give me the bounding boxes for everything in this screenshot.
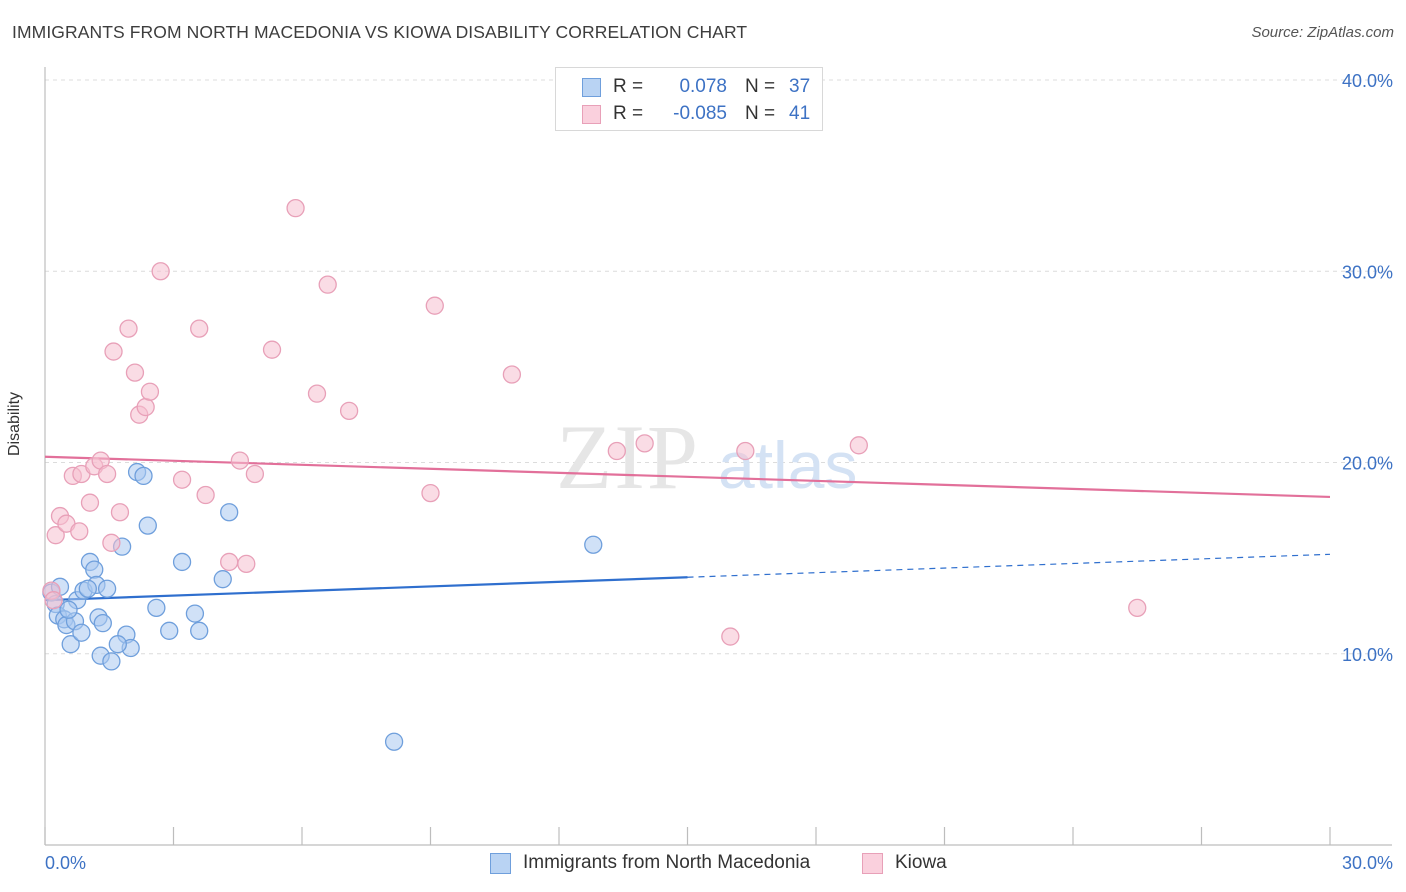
- legend-r-label: R =: [613, 103, 644, 124]
- grid-lines: [45, 79, 1392, 655]
- point-kiowa: [425, 296, 444, 315]
- point-macedonia: [93, 614, 112, 633]
- point-kiowa: [151, 262, 170, 281]
- point-kiowa: [849, 436, 868, 455]
- axes: [44, 67, 1392, 846]
- series-legend-kiowa: Kiowa: [862, 852, 947, 874]
- tick-labels: 10.0% 20.0% 30.0% 40.0% 0.0% 30.0%: [45, 71, 1393, 873]
- point-kiowa: [196, 485, 215, 505]
- point-kiowa: [46, 526, 65, 545]
- legend-r-label: R =: [613, 76, 644, 97]
- point-kiowa: [318, 275, 337, 294]
- point-macedonia: [59, 600, 78, 619]
- chart-title: IMMIGRANTS FROM NORTH MACEDONIA VS KIOWA…: [12, 22, 748, 42]
- y-tick-label: 10.0%: [1342, 645, 1393, 665]
- point-macedonia: [147, 598, 166, 617]
- point-macedonia: [138, 516, 157, 535]
- point-macedonia: [134, 466, 153, 486]
- series-swatch-pink: [862, 852, 883, 874]
- y-tick-label: 30.0%: [1342, 262, 1393, 282]
- point-kiowa: [44, 591, 63, 610]
- point-macedonia: [172, 552, 192, 572]
- point-kiowa: [110, 503, 130, 522]
- point-kiowa: [502, 365, 522, 384]
- point-kiowa: [286, 198, 305, 218]
- trend-lines: [44, 455, 1331, 602]
- point-kiowa: [70, 522, 89, 541]
- point-kiowa: [262, 340, 282, 359]
- point-macedonia: [97, 579, 117, 598]
- point-macedonia: [185, 604, 205, 623]
- legend-row-macedonia: R = 0.078 N = 37: [582, 75, 810, 99]
- point-kiowa: [230, 451, 250, 470]
- point-kiowa: [220, 552, 239, 572]
- point-kiowa: [339, 401, 359, 421]
- point-macedonia: [78, 579, 97, 598]
- y-tick-label: 40.0%: [1342, 71, 1393, 91]
- trend-line-kiowa: [44, 455, 1331, 499]
- point-kiowa: [97, 464, 117, 484]
- point-kiowa: [136, 397, 155, 417]
- legend-r-value: 0.078: [679, 76, 727, 97]
- correlation-legend: R = 0.078 N = 37 R = -0.085 N = 41: [555, 67, 823, 131]
- trend-line-macedonia-extension: [687, 553, 1331, 578]
- point-kiowa: [721, 627, 740, 646]
- y-tick-label: 20.0%: [1342, 454, 1393, 474]
- point-kiowa: [607, 441, 626, 461]
- point-kiowa: [102, 533, 121, 552]
- point-kiowa: [140, 382, 160, 401]
- legend-row-kiowa: R = -0.085 N = 41: [582, 102, 810, 126]
- point-kiowa: [635, 434, 654, 453]
- point-macedonia: [220, 503, 239, 522]
- point-kiowa: [307, 384, 327, 403]
- legend-r-value: -0.085: [673, 103, 727, 124]
- point-kiowa: [190, 319, 209, 338]
- point-macedonia: [213, 570, 232, 589]
- point-macedonia: [61, 635, 80, 654]
- legend-swatch-pink: [582, 104, 601, 124]
- point-kiowa: [736, 441, 755, 461]
- point-kiowa: [172, 470, 192, 489]
- legend-swatch-blue: [582, 77, 601, 97]
- point-macedonia: [102, 652, 121, 671]
- series-name: Immigrants from North Macedonia: [523, 852, 811, 873]
- series-swatch-blue: [490, 852, 511, 874]
- point-kiowa: [1128, 598, 1147, 617]
- point-kiowa: [421, 483, 440, 503]
- series-legend: Immigrants from North Macedonia Kiowa: [0, 852, 1406, 878]
- data-points: [42, 198, 1147, 751]
- point-macedonia: [384, 732, 404, 751]
- trend-line-macedonia: [44, 576, 688, 602]
- point-kiowa: [125, 363, 145, 382]
- point-kiowa: [237, 554, 256, 574]
- series-name: Kiowa: [895, 852, 947, 873]
- point-macedonia: [160, 621, 179, 640]
- point-kiowa: [119, 319, 138, 338]
- legend-n-value: 37: [789, 76, 811, 97]
- source-label: Source: ZipAtlas.com: [1251, 24, 1394, 41]
- legend-n-label: N =: [745, 76, 776, 97]
- point-kiowa: [80, 493, 100, 512]
- point-macedonia: [190, 621, 209, 640]
- x-tick-label: 0.0%: [45, 853, 86, 873]
- point-kiowa: [245, 464, 265, 484]
- point-macedonia: [85, 560, 104, 579]
- watermark: ZIP atlas: [556, 406, 857, 508]
- series-legend-macedonia: Immigrants from North Macedonia: [490, 852, 810, 874]
- point-macedonia: [108, 635, 127, 654]
- point-macedonia: [584, 535, 603, 554]
- point-macedonia: [72, 623, 91, 642]
- x-tick-label: 30.0%: [1342, 853, 1393, 873]
- point-kiowa: [104, 342, 123, 361]
- legend-n-label: N =: [745, 103, 776, 124]
- watermark-zip: ZIP: [556, 406, 700, 508]
- watermark-atlas: atlas: [718, 428, 857, 502]
- legend-n-value: 41: [789, 103, 811, 124]
